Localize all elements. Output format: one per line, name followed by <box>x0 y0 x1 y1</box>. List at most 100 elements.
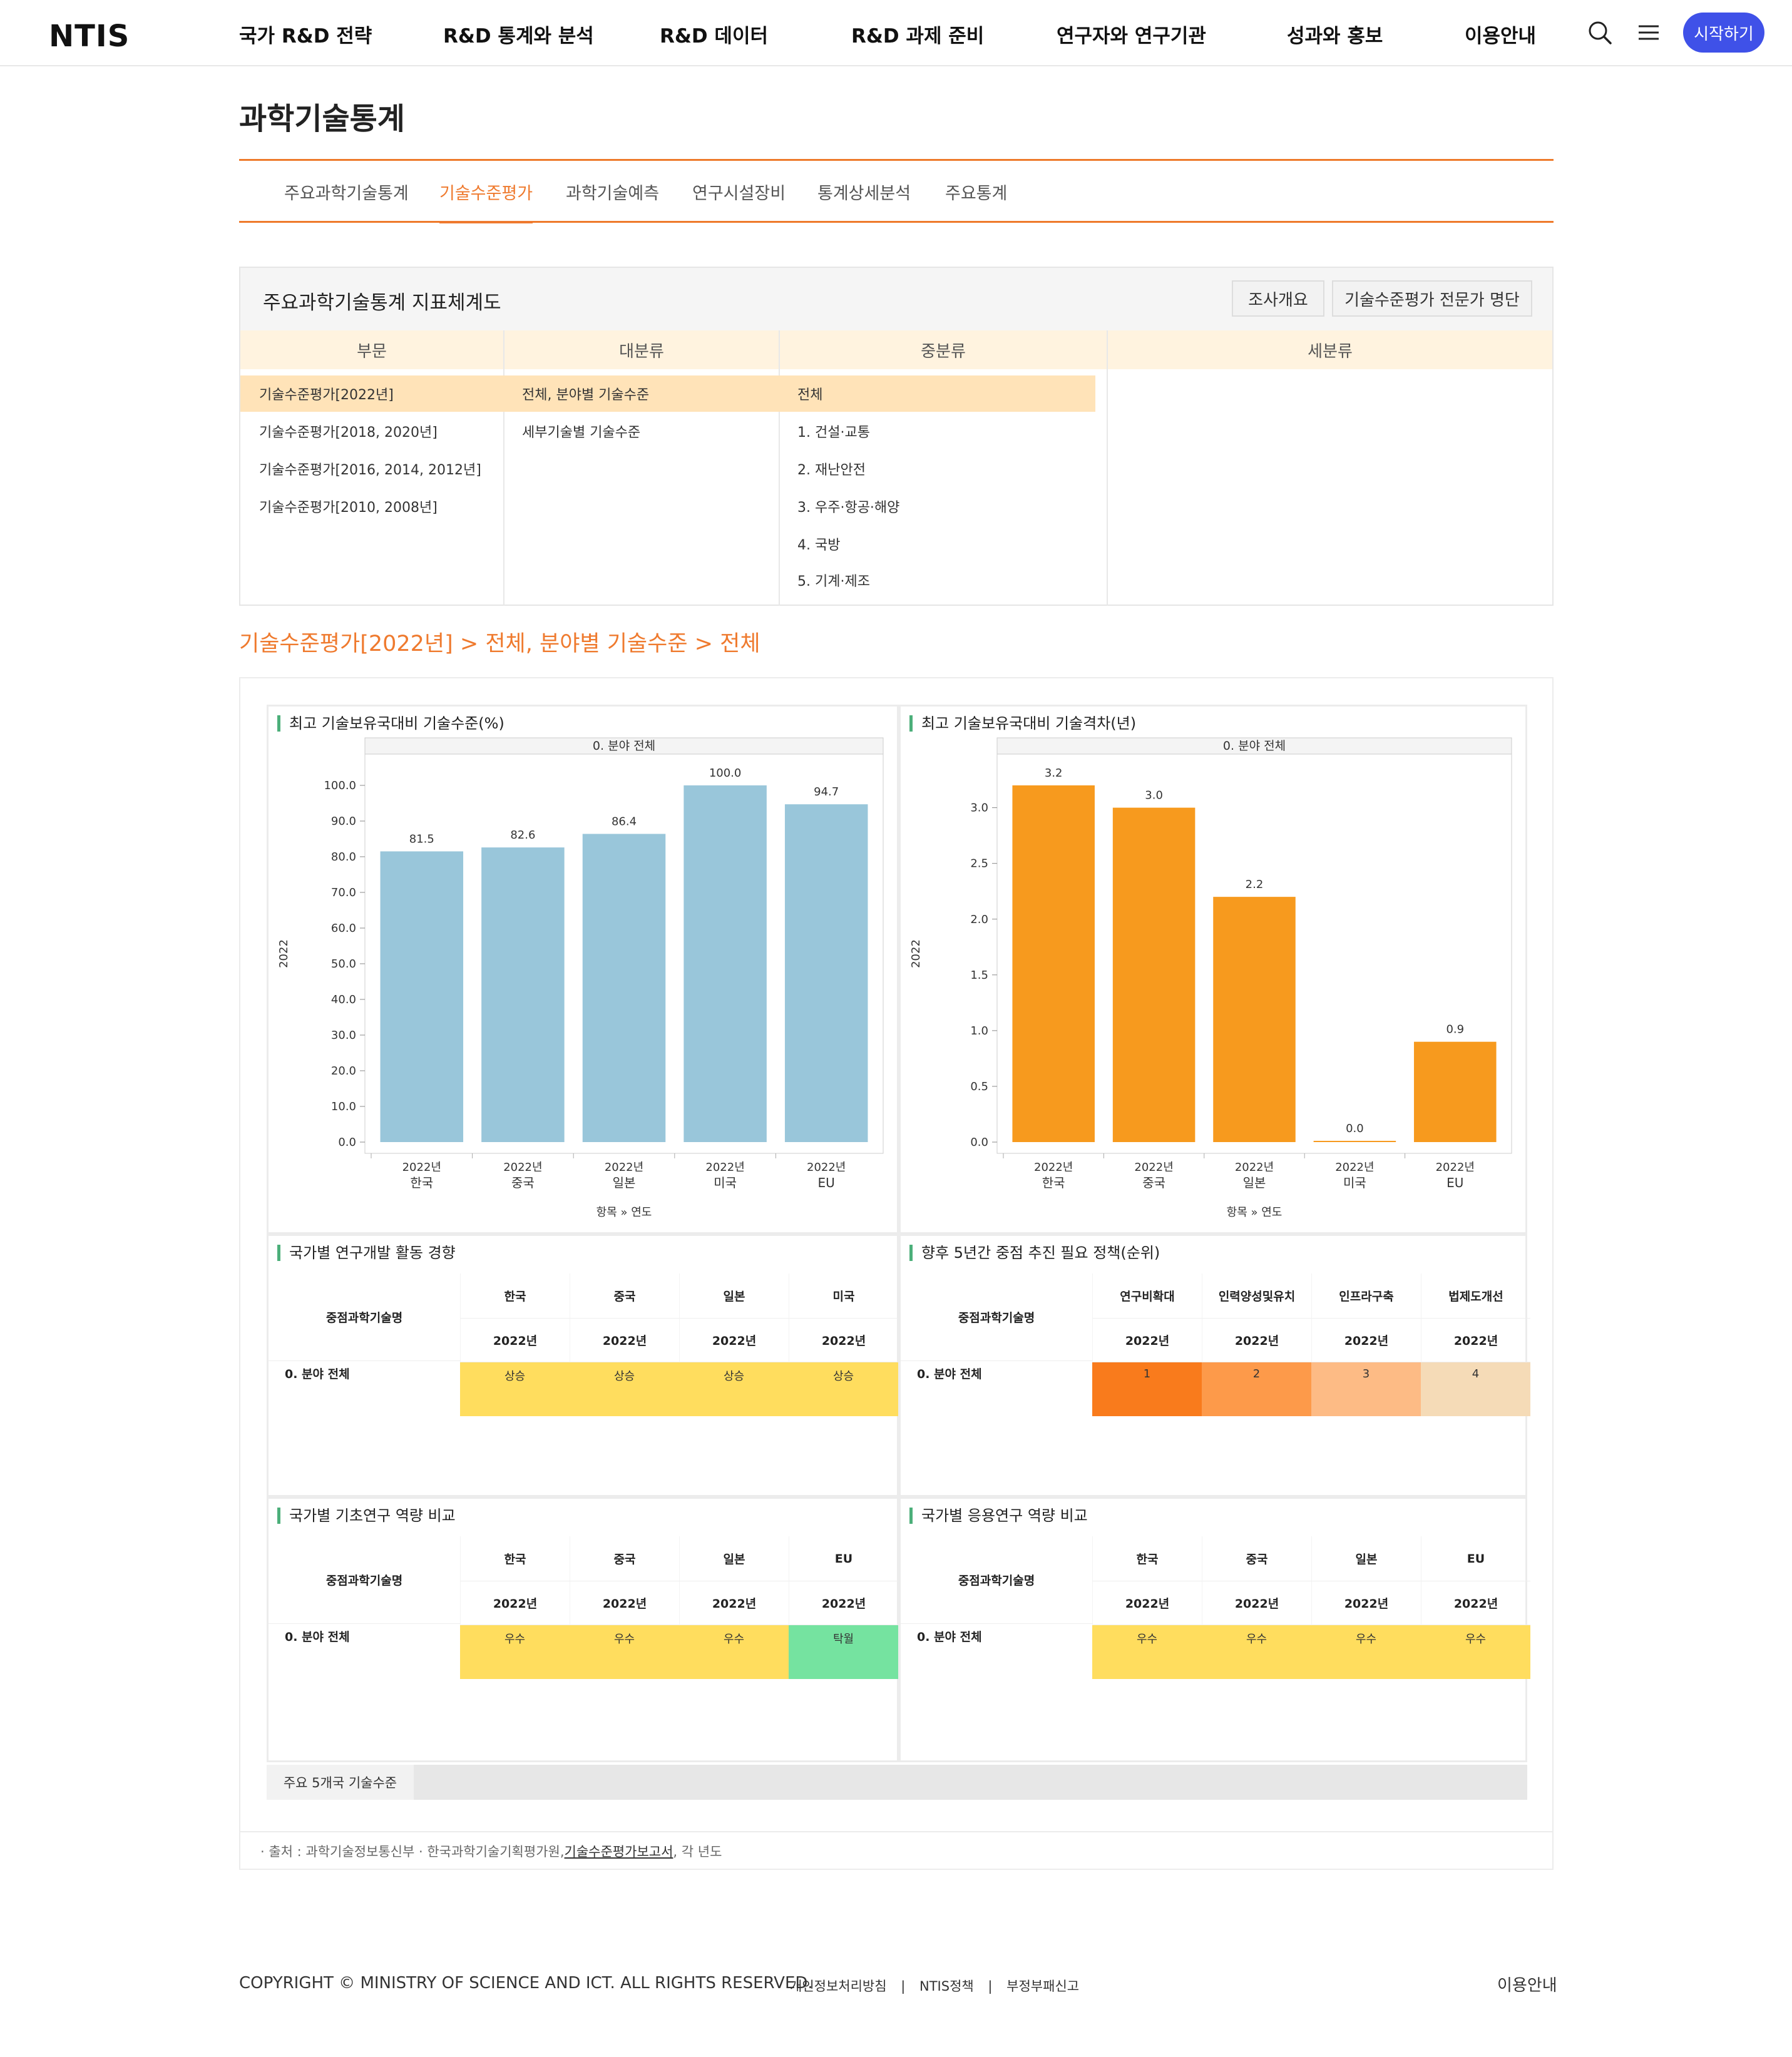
bar-중국[interactable] <box>481 847 565 1142</box>
bar-일본[interactable] <box>1213 897 1296 1142</box>
middle-category-item[interactable]: 5. 기계·제조 <box>797 574 870 590</box>
x-year-label: 2022년 <box>1335 1161 1374 1174</box>
x-category-label: 미국 <box>714 1175 737 1190</box>
y-tick-label: 0.5 <box>970 1080 988 1093</box>
column-divider <box>779 330 780 606</box>
source-note: · 출처 : 과학기술정보통신부 · 한국과학기술기획평가원, 기술수준평가보고… <box>239 1831 1554 1870</box>
expert-list-button[interactable]: 기술수준평가 전문가 명단 <box>1332 280 1532 317</box>
middle-category-item[interactable]: 1. 건설·교통 <box>797 425 870 441</box>
heat-cell[interactable]: 우수 <box>570 1625 679 1679</box>
gnb-item-strategy[interactable]: 국가 R&D 전략 <box>239 25 372 48</box>
y-tick-label: 2.5 <box>970 857 988 870</box>
heat-cell[interactable]: 상승 <box>679 1362 789 1416</box>
middle-category-item[interactable]: 3. 우주·항공·해양 <box>797 500 900 516</box>
applied-research-panel: 국가별 응용연구 역량 비교 중점과학기술명 한국 2022년 우수 중국 2022년 우수… <box>899 1497 1530 1762</box>
start-button[interactable]: 시작하기 <box>1683 13 1764 53</box>
facet-label: 0. 분야 전체 <box>1223 739 1286 753</box>
heat-cell[interactable]: 3 <box>1311 1362 1421 1416</box>
major-category-item[interactable]: 세부기술별 기술수준 <box>522 425 641 441</box>
heat-cell[interactable]: 1 <box>1092 1362 1202 1416</box>
bar-미국[interactable] <box>1313 1141 1396 1142</box>
footer-guide-link[interactable]: 이용안내 <box>1497 1976 1557 1995</box>
heat-cell[interactable]: 우수 <box>1311 1625 1421 1679</box>
tab-tech-forecast[interactable]: 과학기술예측 <box>566 184 660 203</box>
column-header: 중국 <box>570 1536 679 1581</box>
column-header: 연구비확대 <box>1092 1274 1202 1319</box>
bar-일본[interactable] <box>582 834 666 1142</box>
tab-tech-level-assessment[interactable]: 기술수준평가 <box>439 180 533 223</box>
sector-item[interactable]: 기술수준평가[2022년] <box>240 375 503 412</box>
heat-cell[interactable]: 우수 <box>679 1625 789 1679</box>
column-header: 한국 <box>460 1536 570 1581</box>
tab-research-facility[interactable]: 연구시설장비 <box>692 184 786 203</box>
column-year: 2022년 <box>679 1319 789 1362</box>
middle-category-item[interactable]: 2. 재난안전 <box>797 462 866 478</box>
bar-EU[interactable] <box>784 804 868 1142</box>
heat-cell[interactable]: 4 <box>1421 1362 1530 1416</box>
selector-title: 주요과학기술통계 지표체계도 <box>263 292 501 314</box>
data-label: 94.7 <box>814 785 839 799</box>
corruption-report-link[interactable]: 부정부패신고 <box>1006 1979 1080 1994</box>
tab-major-statistics[interactable]: 주요과학기술통계 <box>284 184 409 203</box>
sub-navigation: 주요과학기술통계 기술수준평가 과학기술예측 연구시설장비 통계상세분석 주요통… <box>239 159 1554 223</box>
x-category-label: 한국 <box>410 1175 433 1190</box>
dashboard-tab-bar: 주요 5개국 기술수준 <box>267 1765 1527 1800</box>
ntis-policy-link[interactable]: NTIS정책 <box>919 1979 974 1994</box>
x-axis-title: 항목 » 연도 <box>596 1206 652 1219</box>
column-header: 중국 <box>1202 1536 1311 1581</box>
column-header: 인력양성및유치 <box>1202 1274 1311 1319</box>
data-label: 100.0 <box>709 767 742 780</box>
row-label: 0. 분야 전체 <box>917 1367 982 1381</box>
gnb-item-researcher[interactable]: 연구자와 연구기관 <box>1057 25 1206 48</box>
bar-한국[interactable] <box>1012 785 1095 1142</box>
heat-cell[interactable]: 우수 <box>1421 1625 1530 1679</box>
facet-label: 0. 분야 전체 <box>593 739 655 753</box>
y-axis-title: 2022 <box>909 939 923 968</box>
bar-중국[interactable] <box>1112 807 1196 1142</box>
sector-item[interactable]: 기술수준평가[2018, 2020년] <box>259 425 438 441</box>
logo[interactable]: NTIS <box>49 19 130 54</box>
table-title: 국가별 응용연구 역량 비교 <box>909 1508 1088 1524</box>
heat-cell[interactable]: 상승 <box>460 1362 570 1416</box>
middle-category-item[interactable]: 전체 <box>779 375 1095 412</box>
heat-cell[interactable]: 2 <box>1202 1362 1311 1416</box>
source-report-link[interactable]: 기술수준평가보고서 <box>564 1844 673 1859</box>
heat-cell[interactable]: 상승 <box>789 1362 898 1416</box>
sector-item[interactable]: 기술수준평가[2016, 2014, 2012년] <box>259 462 481 478</box>
gnb-item-data[interactable]: R&D 데이터 <box>660 25 768 48</box>
column-year: 2022년 <box>1311 1581 1421 1625</box>
heat-cell[interactable]: 탁월 <box>789 1625 898 1679</box>
heat-cell[interactable]: 상승 <box>570 1362 679 1416</box>
selector-header: 주요과학기술통계 지표체계도 조사개요 기술수준평가 전문가 명단 <box>240 268 1552 330</box>
bar-EU[interactable] <box>1414 1041 1497 1142</box>
column-header: 미국 <box>789 1274 898 1319</box>
column-year: 2022년 <box>460 1581 570 1625</box>
hamburger-icon[interactable] <box>1635 19 1662 46</box>
data-label: 0.9 <box>1446 1023 1464 1036</box>
survey-overview-button[interactable]: 조사개요 <box>1232 280 1324 317</box>
column-year: 2022년 <box>1421 1581 1530 1625</box>
tab-five-countries[interactable]: 주요 5개국 기술수준 <box>267 1765 414 1800</box>
tab-key-statistics[interactable]: 주요통계 <box>945 184 1008 203</box>
bar-한국[interactable] <box>380 851 464 1142</box>
heat-cell[interactable]: 우수 <box>1202 1625 1311 1679</box>
gnb-item-performance[interactable]: 성과와 홍보 <box>1287 25 1383 48</box>
column-year: 2022년 <box>1092 1581 1202 1625</box>
gnb-item-project[interactable]: R&D 과제 준비 <box>851 25 985 48</box>
major-category-item[interactable]: 전체, 분야별 기술수준 <box>503 375 779 412</box>
gnb-item-statistics[interactable]: R&D 통계와 분석 <box>443 25 594 48</box>
heat-cell[interactable]: 우수 <box>460 1625 570 1679</box>
search-icon[interactable] <box>1586 19 1614 46</box>
y-tick-label: 10.0 <box>331 1100 356 1113</box>
gnb-item-guide[interactable]: 이용안내 <box>1465 25 1537 48</box>
plot-area <box>996 753 1512 1154</box>
sector-item[interactable]: 기술수준평가[2010, 2008년] <box>259 500 438 516</box>
tab-detailed-analysis[interactable]: 통계상세분석 <box>817 184 911 203</box>
column-header-middle: 중분류 <box>780 330 1107 369</box>
middle-category-item[interactable]: 4. 국방 <box>797 538 841 553</box>
x-category-label: 중국 <box>511 1175 535 1190</box>
data-label: 0.0 <box>1346 1122 1364 1135</box>
privacy-policy-link[interactable]: 개인정보처리방침 <box>790 1979 887 1994</box>
heat-cell[interactable]: 우수 <box>1092 1625 1202 1679</box>
bar-미국[interactable] <box>684 785 767 1142</box>
